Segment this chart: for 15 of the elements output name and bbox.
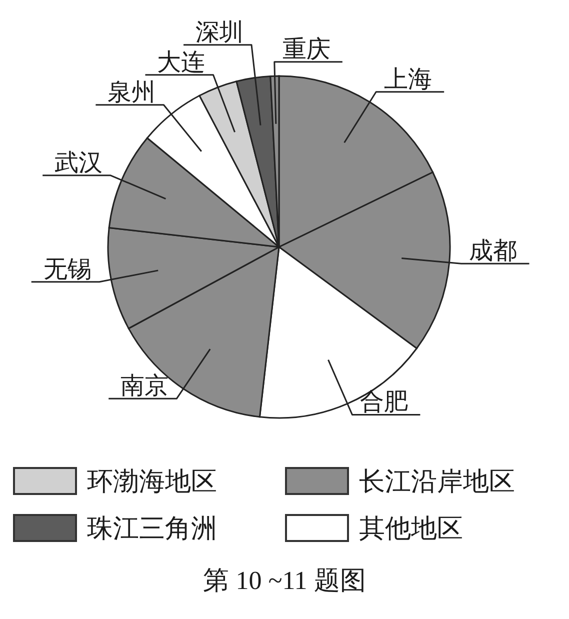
text: 珠江三角洲 (87, 512, 217, 544)
text: 环渤海地区 (87, 466, 217, 498)
slice-label: 成都 (469, 238, 518, 265)
slice-label: 重庆 (282, 36, 330, 63)
slice-label: 南京 (120, 372, 169, 400)
slice-label: 无锡 (43, 256, 92, 283)
slice-label: 深圳 (196, 20, 244, 46)
slice-label: 泉州 (108, 80, 156, 106)
slice-label: 武汉 (54, 150, 103, 176)
slice-label: 上海 (384, 66, 432, 93)
text: 长江沿岸地区 (359, 466, 515, 498)
text: 第 10 ~11 题图 (202, 565, 367, 597)
text: 其他地区 (359, 512, 463, 544)
slice-label: 合肥 (360, 390, 408, 416)
slice-label: 大连 (157, 50, 206, 76)
